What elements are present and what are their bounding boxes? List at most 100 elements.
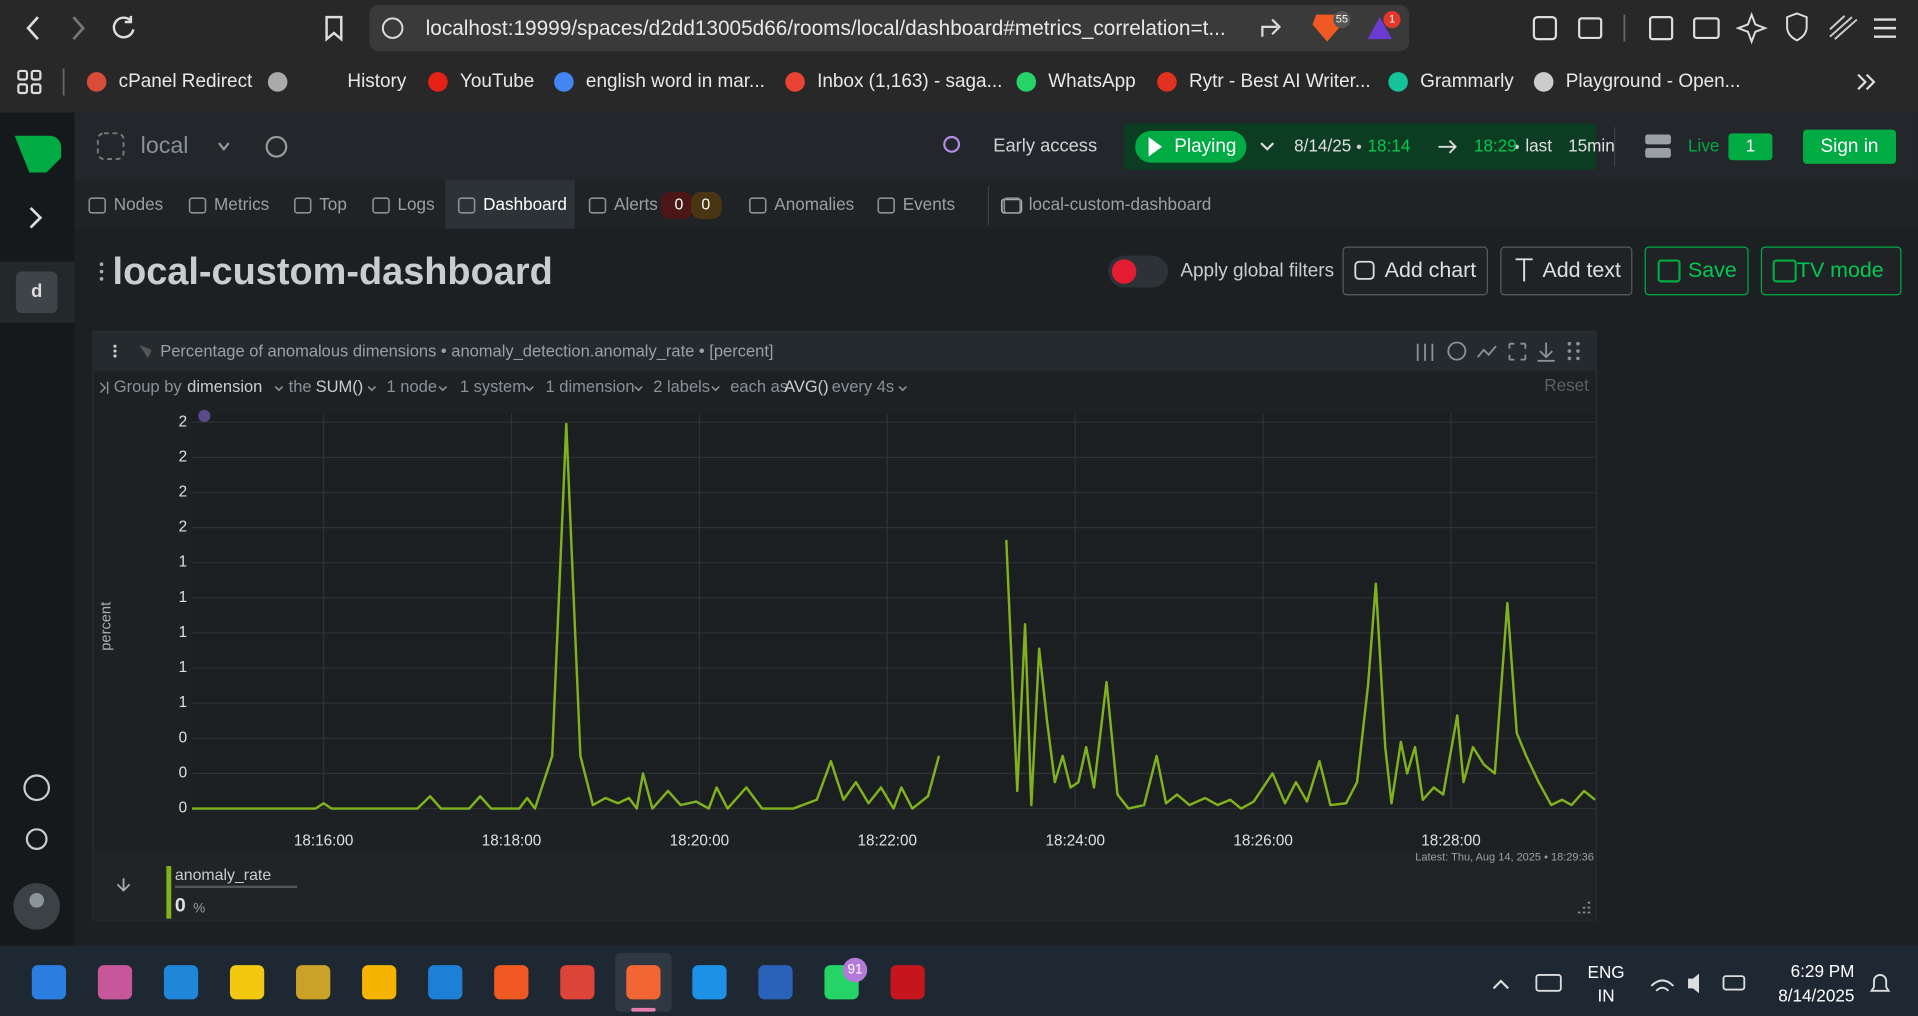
y-axis-label: percent <box>98 602 114 651</box>
toolbar-item[interactable]: dimension <box>187 378 262 396</box>
more-bookmarks[interactable] <box>1857 73 1876 91</box>
taskbar-app[interactable] <box>626 965 661 1000</box>
keyboard-icon[interactable] <box>1535 973 1562 992</box>
button-label[interactable]: Save <box>1688 258 1737 282</box>
reset[interactable]: Reset <box>1544 376 1589 395</box>
bookmark[interactable]: cPanel Redirect <box>119 71 253 92</box>
bookmark[interactable]: Rytr - Best AI Writer... <box>1189 71 1371 92</box>
address-bar[interactable] <box>369 4 1410 52</box>
nodes-icon[interactable] <box>1645 134 1671 158</box>
bookmark-icon <box>86 72 107 92</box>
sign-in[interactable]: Sign in <box>1821 136 1879 157</box>
leo-icon[interactable] <box>1735 11 1768 45</box>
add-text-button[interactable] <box>1500 246 1633 296</box>
tab[interactable]: Alerts <box>614 195 658 214</box>
taskbar-app[interactable] <box>97 965 133 1000</box>
save-button[interactable] <box>1644 246 1749 296</box>
toolbar-item[interactable]: Group by <box>114 378 183 396</box>
button-label[interactable]: Add text <box>1542 258 1621 282</box>
active-tab[interactable] <box>445 179 575 229</box>
netdata-logo[interactable] <box>14 135 62 173</box>
share-icon[interactable] <box>1261 18 1282 37</box>
badge: 55 <box>1336 13 1348 25</box>
sidebar-icon[interactable] <box>1649 16 1674 41</box>
tab[interactable]: local-custom-dashboard <box>1029 195 1212 214</box>
bookmark[interactable]: WhatsApp <box>1048 71 1135 92</box>
room-settings[interactable] <box>265 135 288 158</box>
space-avatar[interactable] <box>15 271 58 314</box>
taskbar-app[interactable] <box>494 965 529 1000</box>
taskbar-app[interactable] <box>560 965 595 1000</box>
room-dropdown[interactable] <box>218 142 230 151</box>
wallet-icon[interactable] <box>1693 17 1720 40</box>
taskbar-app[interactable] <box>163 965 199 1000</box>
tray-arrow[interactable] <box>1492 979 1509 990</box>
bookmark[interactable]: english word in mar... <box>586 71 765 92</box>
toolbar-item[interactable]: each as <box>730 378 788 396</box>
toolbar-item[interactable]: AVG() <box>784 378 829 396</box>
tab[interactable]: Metrics <box>214 195 269 214</box>
taskbar-app[interactable] <box>31 965 67 1000</box>
toolbar-item[interactable]: 1 dimension <box>546 378 635 396</box>
bookmark[interactable]: YouTube <box>460 71 534 92</box>
sign-in-button[interactable] <box>1803 129 1896 164</box>
playing-dropdown[interactable] <box>1260 142 1275 151</box>
help-icon[interactable] <box>23 774 51 802</box>
taskbar-app[interactable] <box>890 965 925 1000</box>
apps-icon[interactable] <box>17 69 42 95</box>
resize-handle[interactable] <box>1577 901 1591 914</box>
playing-button[interactable] <box>1135 130 1247 163</box>
drag-handle[interactable] <box>1567 341 1580 361</box>
extensions-icon[interactable] <box>1532 16 1558 41</box>
taskbar-app[interactable] <box>296 965 331 1000</box>
bookmark-button[interactable] <box>325 15 343 42</box>
wifi-icon[interactable] <box>1650 979 1675 992</box>
latest-timestamp: Latest: Thu, Aug 14, 2025 • 18:29:36 <box>1415 851 1594 863</box>
bookmark[interactable]: Inbox (1,163) - saga... <box>817 71 1002 92</box>
tab[interactable]: Top <box>319 195 347 214</box>
bookmark[interactable]: Grammarly <box>1420 71 1514 92</box>
taskbar-app[interactable] <box>692 965 727 1000</box>
taskbar-app[interactable] <box>428 965 463 1000</box>
bookmark[interactable]: History <box>347 71 406 92</box>
reader-icon[interactable] <box>1578 17 1603 40</box>
toolbar-item[interactable]: every 4s <box>832 378 894 396</box>
taskbar-app[interactable] <box>229 965 265 1000</box>
toolbar-item[interactable]: the <box>289 378 312 396</box>
tab-icon <box>1003 197 1021 214</box>
toolbar-item[interactable]: 1 node <box>387 378 437 396</box>
taskbar <box>0 945 1918 1016</box>
chart-actions[interactable] <box>1416 341 1555 362</box>
toolbar-item[interactable]: 2 labels <box>653 378 710 396</box>
back-button[interactable] <box>26 16 39 41</box>
tab[interactable]: Logs <box>398 195 435 214</box>
clock-time: 6:29 PM <box>1791 962 1855 981</box>
notification-icon[interactable] <box>1869 973 1891 992</box>
forward-button[interactable] <box>72 16 85 41</box>
tv-mode-button[interactable] <box>1760 246 1902 296</box>
tab[interactable]: Anomalies <box>774 195 854 214</box>
expand-sidebar[interactable] <box>29 206 43 229</box>
site-info-icon[interactable] <box>381 17 404 39</box>
toolbar-item[interactable]: SUM() <box>316 378 364 396</box>
vpn-icon[interactable] <box>1786 12 1808 42</box>
add-chart-button[interactable] <box>1342 246 1489 296</box>
button-label[interactable]: TV mode <box>1797 258 1884 282</box>
tab[interactable]: Events <box>903 195 955 214</box>
toolbar-item[interactable]: 1 system <box>460 378 526 396</box>
legend-toggle[interactable] <box>116 878 131 892</box>
tab[interactable]: Dashboard <box>483 195 567 214</box>
y-tick-label: 1 <box>179 659 188 676</box>
reload-button[interactable] <box>112 15 135 39</box>
settings-icon[interactable] <box>25 828 48 851</box>
menu-icon[interactable] <box>1873 18 1896 38</box>
legend-name[interactable]: anomaly_rate <box>175 867 271 884</box>
tab[interactable]: Nodes <box>114 195 163 214</box>
button-label[interactable]: Add chart <box>1385 258 1477 282</box>
taskbar-app[interactable] <box>758 965 793 1000</box>
brave-rewards-icon[interactable] <box>1367 17 1393 40</box>
battery-icon[interactable] <box>1722 975 1746 991</box>
stripes-icon[interactable] <box>1829 15 1858 40</box>
taskbar-app[interactable] <box>362 965 397 1000</box>
bookmark[interactable]: Playground - Open... <box>1566 71 1741 92</box>
